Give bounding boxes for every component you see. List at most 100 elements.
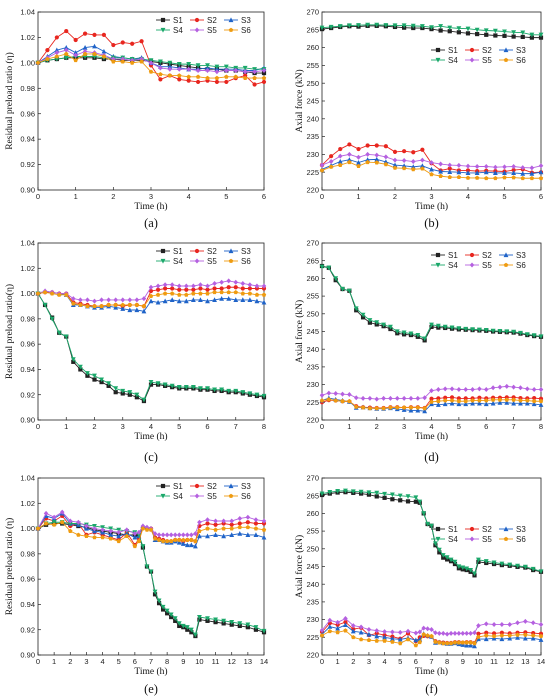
data-point <box>197 519 202 525</box>
panel-label: (d) <box>424 450 439 464</box>
data-point <box>158 71 163 77</box>
data-point <box>219 290 224 295</box>
panel-label: (f) <box>425 682 438 696</box>
data-point <box>148 527 154 532</box>
data-point <box>511 175 516 180</box>
data-point <box>169 297 175 302</box>
y-tick-label: 235 <box>306 132 319 141</box>
data-point <box>413 637 419 643</box>
data-point <box>382 634 387 640</box>
data-point <box>343 619 348 625</box>
data-point <box>219 296 225 301</box>
data-point <box>401 165 407 171</box>
legend-marker <box>228 17 234 23</box>
data-point <box>120 302 125 307</box>
data-point <box>493 164 498 170</box>
data-point <box>169 291 175 296</box>
data-point <box>383 144 388 149</box>
y-tick-label: 265 <box>306 25 319 34</box>
data-point <box>212 290 217 295</box>
data-point <box>261 79 267 85</box>
x-tick-label: 1 <box>64 422 68 431</box>
data-point <box>538 637 544 642</box>
legend-label: S1 <box>173 16 183 25</box>
x-tick-label: 5 <box>177 422 181 431</box>
data-point <box>390 629 395 635</box>
data-point <box>452 559 458 565</box>
data-point <box>82 51 88 56</box>
x-tick-label: 6 <box>262 192 266 201</box>
data-point <box>100 527 105 533</box>
data-point <box>63 334 69 340</box>
x-tick-label: 5 <box>117 657 121 666</box>
x-tick-label: 9 <box>461 657 465 666</box>
data-point <box>474 175 480 180</box>
data-point <box>253 517 259 523</box>
x-tick-label: 3 <box>429 192 433 201</box>
data-point <box>429 25 434 30</box>
data-point <box>233 290 238 295</box>
data-point <box>347 392 352 398</box>
data-point <box>491 631 497 636</box>
data-point <box>483 636 489 642</box>
data-point <box>429 523 434 529</box>
data-point <box>398 641 403 646</box>
data-point <box>436 547 442 553</box>
data-point <box>425 521 430 527</box>
data-point <box>144 564 150 570</box>
data-point <box>337 153 343 159</box>
data-point <box>240 390 246 395</box>
data-point <box>438 173 443 178</box>
legend-marker <box>435 526 441 532</box>
data-point <box>180 623 186 629</box>
data-point <box>51 514 57 520</box>
data-point <box>261 75 267 80</box>
data-point <box>448 630 454 636</box>
legend: S1 S2 S3 S4 S5 S6 <box>431 525 526 544</box>
data-point <box>437 630 442 636</box>
x-tick-label: 14 <box>537 657 545 666</box>
x-tick-label: 5 <box>457 422 461 431</box>
data-point <box>447 169 453 174</box>
data-point <box>530 633 536 638</box>
data-point <box>155 283 161 289</box>
data-point <box>531 401 537 407</box>
data-point <box>152 531 158 537</box>
data-point <box>522 635 528 641</box>
y-tick-label: 230 <box>306 615 319 624</box>
data-point <box>167 73 173 78</box>
y-tick-label: 240 <box>306 345 319 354</box>
legend-marker <box>435 47 441 53</box>
data-point <box>443 395 448 400</box>
data-point <box>92 298 97 304</box>
data-point <box>254 286 260 291</box>
panel-label: (b) <box>424 216 439 230</box>
data-point <box>456 169 462 175</box>
x-tick-label: 6 <box>133 657 137 666</box>
data-point <box>522 564 528 570</box>
data-point <box>460 642 466 647</box>
data-point <box>504 329 510 335</box>
data-point <box>353 306 359 312</box>
data-point <box>346 23 352 29</box>
data-point <box>92 526 97 532</box>
data-point <box>101 54 107 59</box>
data-point <box>328 159 334 165</box>
data-point <box>261 518 267 524</box>
data-point <box>164 532 170 538</box>
data-point <box>356 159 361 165</box>
data-point <box>405 494 411 500</box>
legend-label: S3 <box>516 46 526 55</box>
data-point <box>492 170 498 176</box>
y-tick-label: 0.90 <box>20 651 35 660</box>
data-point <box>195 74 201 79</box>
data-point <box>176 532 182 538</box>
data-point <box>148 293 154 298</box>
data-point <box>382 491 387 497</box>
data-point <box>186 74 191 79</box>
y-axis-label: Residual preload ratio(η) <box>4 284 15 379</box>
data-point <box>176 283 182 289</box>
data-point <box>465 163 471 169</box>
x-tick-label: 3 <box>121 422 125 431</box>
data-point <box>502 175 507 180</box>
